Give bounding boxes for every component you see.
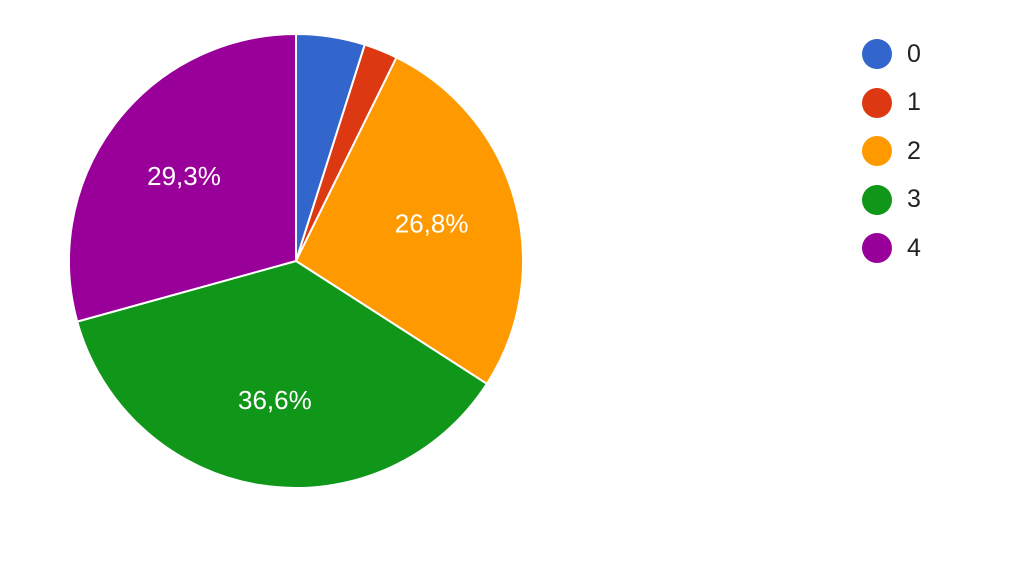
pie-data-labels: 26,8% 36,6% 29,3%: [147, 161, 468, 415]
legend-swatch-2: [862, 136, 892, 167]
legend-item-4[interactable]: 4: [862, 224, 921, 273]
legend-swatch-0: [862, 39, 892, 70]
data-label-2: 26,8%: [395, 208, 469, 238]
legend-item-1[interactable]: 1: [862, 79, 921, 128]
legend-label-2: 2: [907, 136, 921, 165]
legend-label-3: 3: [907, 185, 921, 214]
legend-item-3[interactable]: 3: [862, 176, 921, 225]
legend-item-2[interactable]: 2: [862, 127, 921, 176]
pie-slice-3[interactable]: [76, 259, 489, 489]
pie-slice-2[interactable]: [294, 56, 524, 386]
legend-label-4: 4: [907, 233, 921, 262]
legend: 0 1 2 3 4: [862, 30, 921, 273]
legend-item-0[interactable]: 0: [862, 30, 921, 79]
legend-swatch-3: [862, 184, 892, 215]
legend-label-1: 1: [907, 88, 921, 117]
data-label-3: 36,6%: [238, 385, 312, 415]
legend-swatch-1: [862, 87, 892, 118]
legend-swatch-4: [862, 233, 892, 264]
data-label-4: 29,3%: [147, 161, 221, 191]
pie-slice-4[interactable]: [68, 32, 297, 323]
legend-label-0: 0: [907, 39, 921, 68]
pie-slices: [68, 32, 524, 489]
